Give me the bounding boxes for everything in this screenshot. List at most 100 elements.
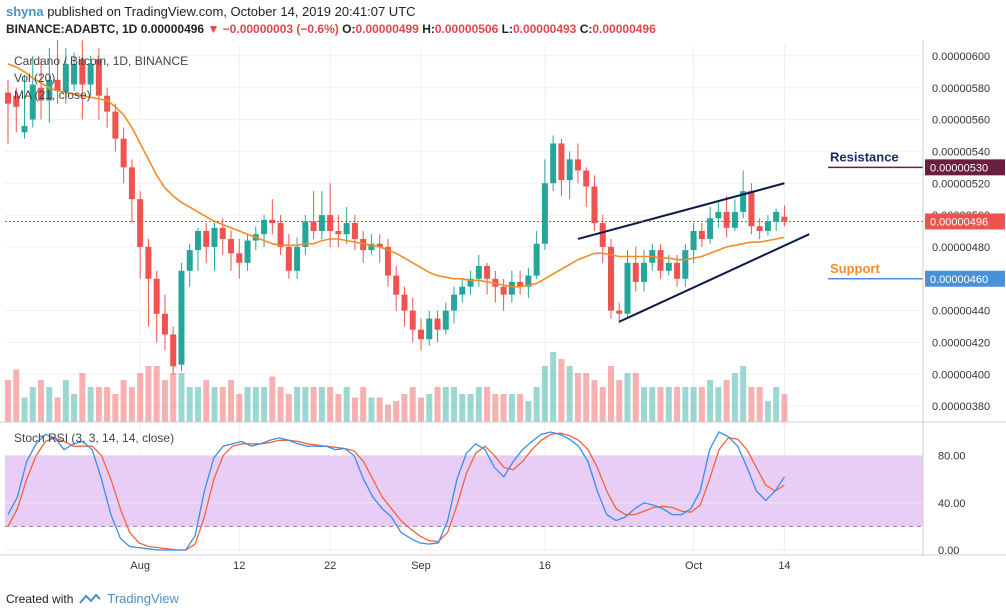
volume-bar: [558, 359, 565, 422]
candle-body: [170, 334, 177, 367]
volume-bar: [186, 387, 193, 422]
candles: [5, 40, 788, 375]
current-price-text: 0.00000496: [930, 216, 988, 228]
close-value: 0.00000496: [592, 22, 656, 36]
time-tick-label: 14: [778, 560, 790, 572]
volume-bar: [451, 387, 458, 422]
volume-bar: [607, 366, 614, 422]
volume-bar: [550, 352, 557, 422]
price-tick-label: 0.00000580: [932, 83, 990, 95]
candle-body: [773, 211, 780, 222]
volume-bar: [236, 394, 243, 422]
volume-bar: [434, 387, 441, 422]
price-tick-label: 0.00000540: [932, 146, 990, 158]
volume-bar: [632, 373, 639, 422]
volume-bar: [145, 366, 152, 422]
volume-bar: [368, 397, 375, 422]
volume-bar: [500, 394, 507, 422]
volume-bar: [244, 387, 251, 422]
candle-body: [318, 215, 325, 231]
volume-bar: [269, 376, 276, 422]
candle-body: [343, 223, 350, 235]
volume-bar: [252, 387, 259, 422]
candle-body: [418, 329, 424, 340]
volume-bars: [5, 352, 788, 422]
candle-body: [583, 170, 590, 187]
candle-body: [756, 226, 763, 231]
volume-bar: [715, 387, 722, 422]
candle-body: [203, 231, 210, 247]
candle-body: [599, 223, 606, 247]
candle-body: [228, 238, 235, 254]
volume-bar: [525, 401, 532, 422]
current-price-tag: 0.00000496: [925, 213, 1005, 230]
volume-bar: [120, 380, 127, 422]
candle-body: [442, 310, 449, 330]
candle-body: [335, 231, 342, 235]
volume-bar: [566, 366, 573, 422]
close-label: C:: [579, 22, 593, 36]
published-text: published on TradingView.com, October 14…: [47, 4, 416, 19]
candle-body: [38, 87, 45, 101]
price-axis[interactable]: 0.00000600 0.00000580 0.00000560 0.00000540…: [932, 51, 990, 413]
volume-bar: [211, 387, 218, 422]
volume-bar: [128, 387, 135, 422]
volume-bar: [112, 394, 119, 422]
volume-bar: [401, 394, 408, 422]
candle-body: [698, 231, 705, 239]
candle-body: [277, 223, 284, 247]
candle-body: [112, 111, 119, 139]
volume-bar: [508, 394, 515, 422]
volume-bar: [87, 387, 94, 422]
chart-canvas[interactable]: Resistance Support Cardano / Bitcoin, 1D…: [0, 40, 1006, 585]
candle-body: [731, 211, 738, 228]
price-tick-label: 0.00000600: [932, 51, 990, 63]
volume-bar: [170, 373, 177, 422]
time-tick-label: 12: [233, 560, 245, 572]
volume-bar: [203, 380, 210, 422]
candle-body: [137, 199, 144, 247]
volume-bar: [657, 387, 664, 422]
candle-body: [574, 159, 581, 171]
price-tick-label: 0.00000440: [932, 306, 990, 318]
candle-body: [591, 186, 598, 224]
publisher-name[interactable]: shyna: [6, 4, 44, 19]
volume-bar: [302, 387, 309, 422]
footer: Created with TradingView: [6, 591, 179, 606]
volume-bar: [5, 380, 11, 422]
tradingview-brand[interactable]: TradingView: [107, 591, 179, 606]
candle-body: [558, 143, 565, 181]
candle-body: [368, 243, 375, 251]
volume-bar: [178, 373, 185, 422]
volume-bar: [277, 387, 284, 422]
stoch-tick-label: 40.00: [938, 498, 966, 510]
candle-body: [87, 63, 94, 85]
candle-body: [715, 211, 722, 219]
price-tick-label: 0.00000420: [932, 337, 990, 349]
volume-bar: [599, 387, 606, 422]
price-tick-label: 0.00000520: [932, 178, 990, 190]
candle-body: [393, 275, 400, 295]
candle-body: [384, 246, 391, 276]
volume-bar: [583, 373, 590, 422]
time-tick-label: Sep: [411, 560, 431, 572]
channel-upper-line: [577, 182, 785, 240]
candle-body: [13, 95, 20, 107]
last-price: 0.00000496: [140, 22, 205, 36]
stoch-axis[interactable]: 80.00 40.00 0.00: [938, 451, 966, 557]
candle-body: [46, 79, 53, 101]
volume-bar: [533, 387, 540, 422]
resistance-price-text: 0.00000530: [930, 162, 988, 174]
legend-ma: MA (21, close): [14, 88, 91, 102]
candle-body: [657, 250, 664, 271]
volume-bar: [79, 373, 86, 422]
candle-body: [236, 253, 243, 263]
open-label: O:: [342, 22, 356, 36]
candle-body: [261, 219, 268, 235]
support-label: Support: [830, 261, 880, 276]
stoch-tick-label: 0.00: [938, 545, 959, 557]
time-axis[interactable]: Aug 12 22 Sep 16 Oct 14: [130, 560, 790, 572]
volume-bar: [327, 387, 334, 422]
stoch-tick-label: 80.00: [938, 451, 966, 463]
volume-bar: [285, 394, 292, 422]
